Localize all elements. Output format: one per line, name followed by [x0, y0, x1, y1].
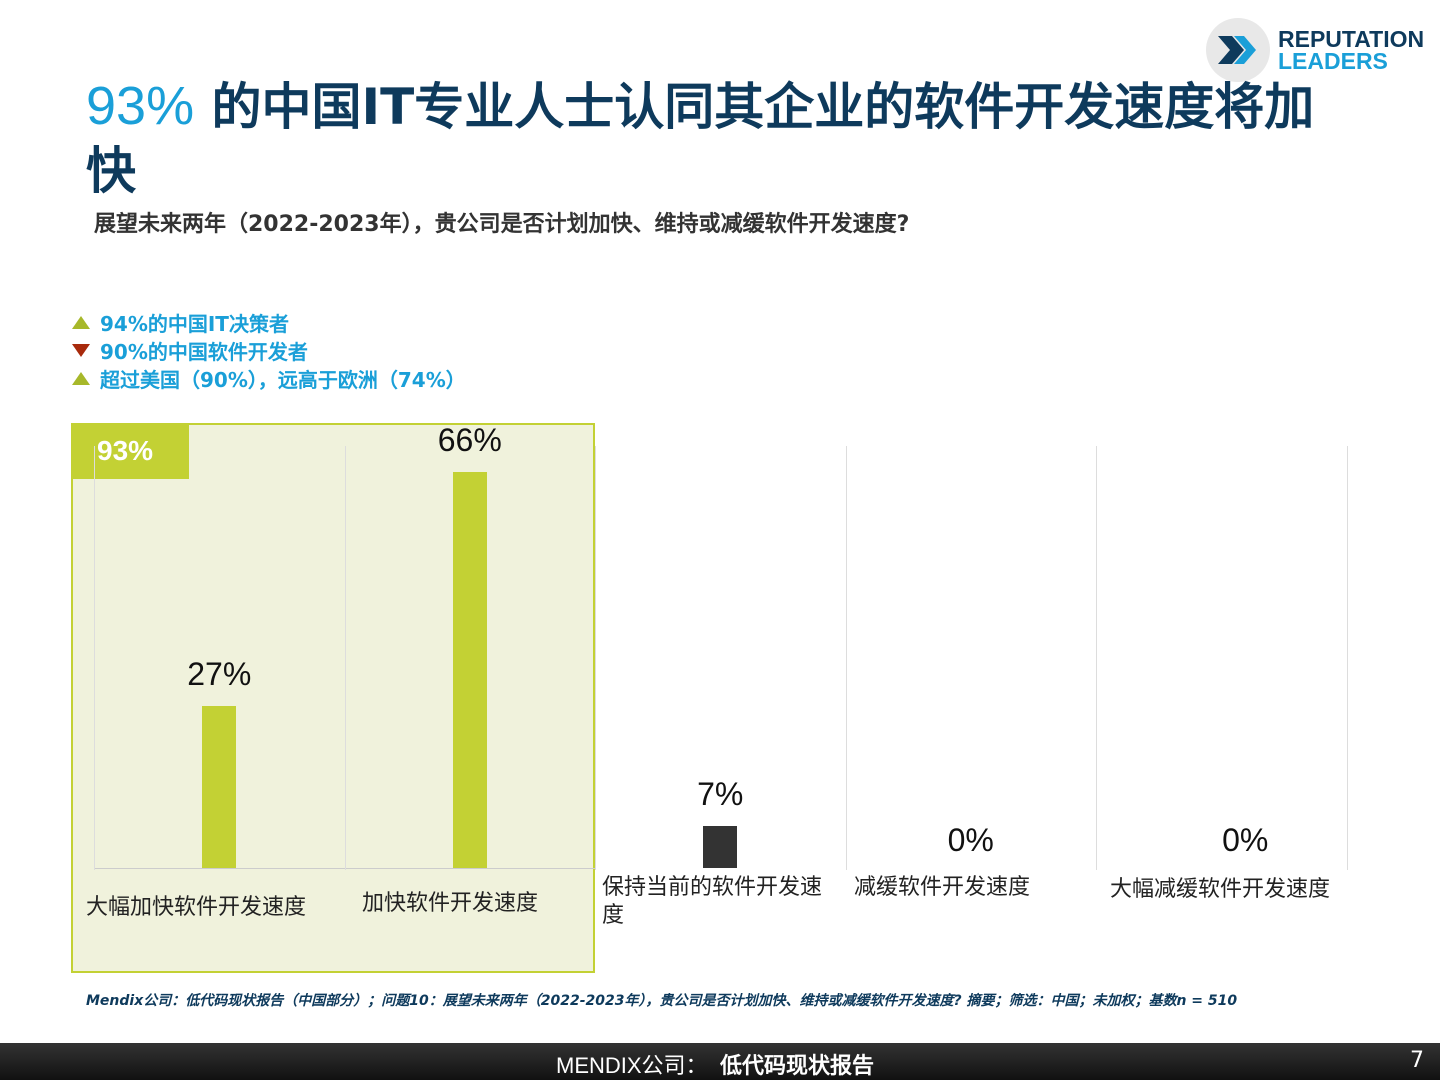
highlight-box [71, 423, 595, 973]
category-label: 保持当前的软件开发速度 [602, 875, 823, 928]
data-label: 27% [187, 656, 252, 692]
legend-item: 94%的中国IT决策者 [72, 308, 289, 337]
data-label: 0% [1222, 822, 1269, 858]
column-divider [94, 446, 95, 870]
footer-brand: MENDIX公司： [556, 1053, 708, 1078]
legend-text: 94%的中国IT决策者 [100, 312, 289, 336]
legend-item: 超过美国（90%），远高于欧洲（74%） [72, 364, 466, 393]
legend-item: 90%的中国软件开发者 [72, 336, 308, 365]
triangle-up-icon [72, 316, 90, 329]
logo-line1: REPUTATION [1278, 26, 1425, 52]
logo-line2: LEADERS [1278, 48, 1388, 74]
data-label: 66% [437, 422, 502, 458]
column-divider [344, 446, 346, 870]
triangle-down-icon [72, 344, 90, 357]
category-label: 大幅加快软件开发速度 [86, 895, 307, 920]
title-percent: 93% [86, 76, 195, 136]
footer-title: 低代码现状报告 [720, 1054, 875, 1079]
source-note: Mendix公司：低代码现状报告（中国部分）；问题10：展望未来两年（2022-… [86, 993, 1238, 1009]
category-label: 加快软件开发速度 [362, 891, 539, 916]
subtitle: 展望未来两年（2022-2023年），贵公司是否计划加快、维持或减缓软件开发速度… [94, 212, 910, 237]
column-divider [1346, 446, 1348, 870]
legend-text: 90%的中国软件开发者 [100, 340, 308, 364]
legend-text: 超过美国（90%），远高于欧洲（74%） [100, 368, 466, 392]
total-badge: 93% [73, 425, 189, 479]
data-label: 7% [697, 776, 744, 812]
bar [452, 472, 487, 868]
page-number: 7 [1410, 1048, 1424, 1073]
category-label: 大幅减缓软件开发速度 [1110, 877, 1331, 902]
column-divider [595, 446, 596, 870]
reputation-leaders-logo: REPUTATION LEADERS [1206, 18, 1424, 82]
footer-bar: MENDIX公司： 低代码现状报告 7 [0, 1043, 1440, 1080]
column-divider [1096, 446, 1097, 870]
page-title: 93% 的中国IT专业人士认同其企业的软件开发速度将加快 [86, 74, 1346, 203]
chevron-logo-icon [1206, 18, 1270, 82]
category-label: 减缓软件开发速度 [854, 875, 1031, 900]
data-label: 0% [947, 822, 994, 858]
bar [703, 826, 738, 868]
triangle-up-icon [72, 372, 90, 385]
column-divider [845, 446, 847, 870]
bar [202, 706, 237, 868]
title-text: 的中国IT专业人士认同其企业的软件开发速度将加快 [86, 78, 1315, 200]
